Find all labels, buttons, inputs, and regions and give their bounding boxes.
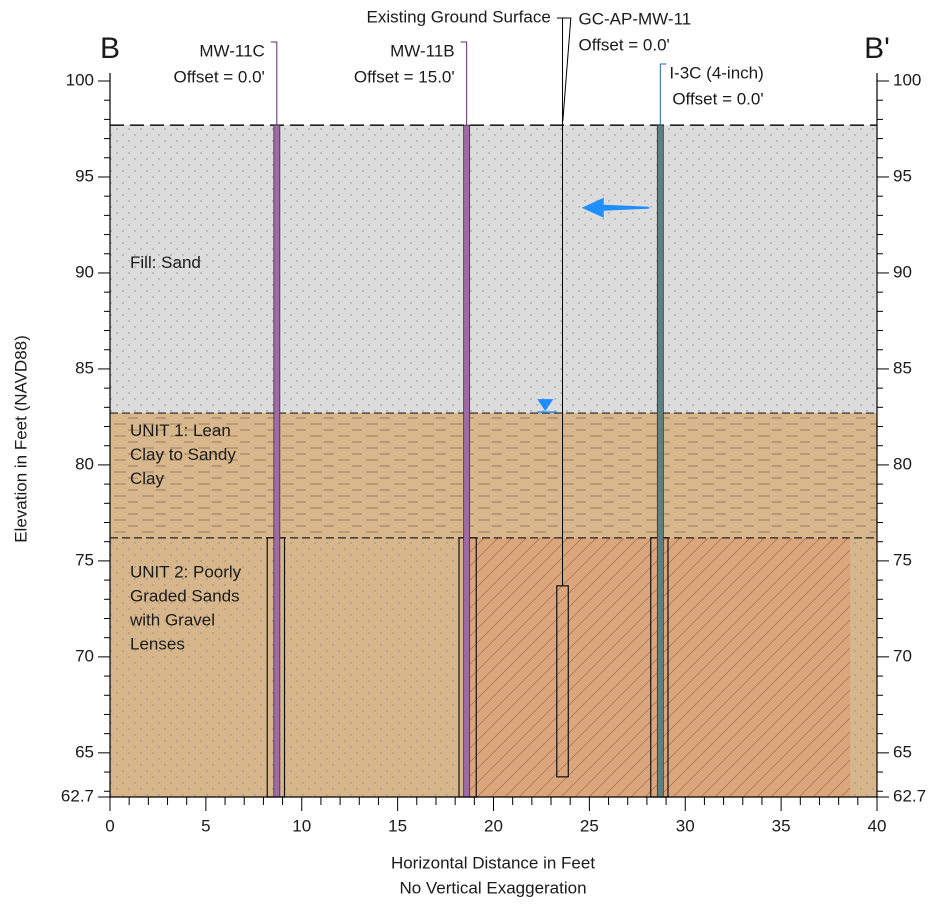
layer-pattern xyxy=(110,125,877,414)
well-label: Offset = 0.0' xyxy=(174,67,265,86)
y-tick-label: 95 xyxy=(75,166,94,185)
y-tick-label: 65 xyxy=(893,742,912,761)
layer-label: Graded Sands xyxy=(130,586,240,605)
leader xyxy=(556,17,572,122)
y-tick-label: 70 xyxy=(75,646,94,665)
well xyxy=(463,124,471,798)
y-tick-label: 90 xyxy=(893,262,912,281)
well-label: Offset = 0.0' xyxy=(672,89,763,108)
x-tick-label: 35 xyxy=(772,816,791,835)
leader xyxy=(562,17,567,28)
y-tick-label: 100 xyxy=(893,70,921,89)
y-tick-label: 100 xyxy=(66,70,94,89)
well-label: MW-11C xyxy=(199,41,265,60)
layer-label: Lenses xyxy=(130,634,185,653)
leader xyxy=(659,63,667,126)
y-tick-label: 75 xyxy=(75,550,94,569)
layer-label: UNIT 2: Poorly xyxy=(130,562,242,581)
y-tick-label: 62.7 xyxy=(893,786,926,805)
flow-arrow xyxy=(581,197,649,218)
y-tick-label: 95 xyxy=(893,166,912,185)
x-axis-subtitle: No Vertical Exaggeration xyxy=(399,878,586,897)
y-tick-label: 80 xyxy=(75,454,94,473)
well-label: Offset = 0.0' xyxy=(579,35,670,54)
y-axis-title: Elevation in Feet (NAVD88) xyxy=(11,335,30,543)
x-tick-label: 5 xyxy=(201,816,210,835)
x-tick-label: 20 xyxy=(484,816,503,835)
layer-label: Clay xyxy=(130,469,165,488)
y-tick-label: 70 xyxy=(893,646,912,665)
well-label: Offset = 15.0' xyxy=(354,67,455,86)
well-label: MW-11B xyxy=(390,41,455,60)
x-tick-label: 0 xyxy=(105,816,114,835)
well-label: I-3C (4-inch) xyxy=(669,63,763,82)
x-tick-label: 30 xyxy=(676,816,695,835)
leader xyxy=(460,41,468,126)
x-tick-label: 15 xyxy=(388,816,407,835)
layer-label: Clay to Sandy xyxy=(130,445,236,464)
y-tick-label: 75 xyxy=(893,550,912,569)
y-tick-label: 65 xyxy=(75,742,94,761)
layer-pattern xyxy=(110,413,877,538)
y-tick-label: 62.7 xyxy=(61,786,94,805)
well xyxy=(273,124,281,798)
leader xyxy=(270,41,278,126)
x-tick-label: 40 xyxy=(868,816,887,835)
section-label: B xyxy=(100,32,120,65)
well xyxy=(656,124,664,798)
x-tick-label: 10 xyxy=(292,816,311,835)
y-tick-label: 80 xyxy=(893,454,912,473)
x-tick-label: 25 xyxy=(580,816,599,835)
y-tick-label: 85 xyxy=(893,358,912,377)
section-label: B' xyxy=(864,32,890,65)
y-tick-label: 85 xyxy=(75,358,94,377)
ground-label: Existing Ground Surface xyxy=(367,7,551,26)
x-axis-title: Horizontal Distance in Feet xyxy=(391,853,595,872)
well-label: GC-AP-MW-11 xyxy=(579,9,692,28)
y-tick-label: 90 xyxy=(75,262,94,281)
layer-label: Fill: Sand xyxy=(130,253,201,272)
layer-label: with Gravel xyxy=(129,610,215,629)
layer-label: UNIT 1: Lean xyxy=(130,421,231,440)
water-table xyxy=(537,399,554,412)
